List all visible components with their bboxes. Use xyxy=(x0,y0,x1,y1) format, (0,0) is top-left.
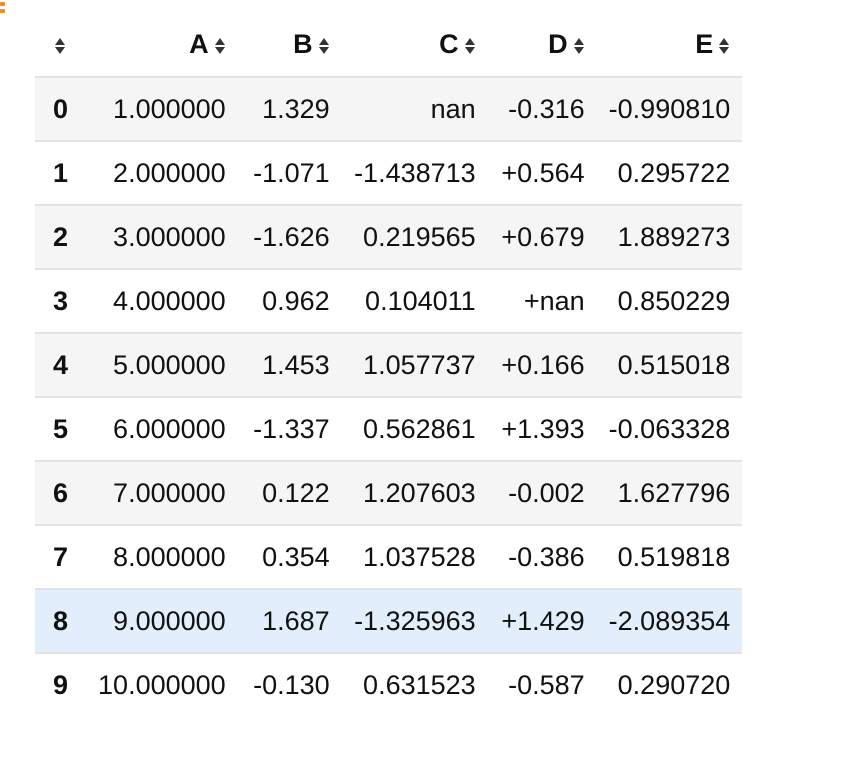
table-row-selected[interactable]: 8 9.000000 1.687 -1.325963 +1.429 -2.089… xyxy=(35,589,743,653)
cell-c: nan xyxy=(430,93,476,124)
cell-a: 9.000000 xyxy=(113,605,226,636)
sort-icon[interactable] xyxy=(318,37,330,55)
cell-e: 0.295722 xyxy=(617,157,731,188)
table-row[interactable]: 0 1.000000 1.329 nan -0.316 -0.990810 xyxy=(35,77,743,141)
cell-e: -0.063328 xyxy=(608,413,731,444)
row-index: 4 xyxy=(53,349,69,380)
table-row[interactable]: 7 8.000000 0.354 1.037528 -0.386 0.51981… xyxy=(35,525,743,589)
cell-e: 1.889273 xyxy=(617,221,731,252)
cell-a: 1.000000 xyxy=(113,93,226,124)
cell-b: -1.071 xyxy=(253,157,330,188)
corner-mark-icon xyxy=(0,0,6,16)
cell-b: 0.354 xyxy=(262,541,330,572)
cell-b: 1.687 xyxy=(262,605,330,636)
row-index: 1 xyxy=(53,157,69,188)
cell-b: 0.962 xyxy=(262,285,330,316)
sort-icon[interactable] xyxy=(573,37,585,55)
cell-c: -1.325963 xyxy=(354,605,476,636)
table-row[interactable]: 2 3.000000 -1.626 0.219565 +0.679 1.8892… xyxy=(35,205,743,269)
cell-e: 0.515018 xyxy=(617,349,731,380)
cell-c: 1.207603 xyxy=(363,477,476,508)
sort-icon[interactable] xyxy=(55,37,66,55)
row-index: 5 xyxy=(53,413,69,444)
row-index: 0 xyxy=(53,93,69,124)
cell-b: -1.337 xyxy=(253,413,330,444)
row-index: 2 xyxy=(53,221,69,252)
table-row[interactable]: 5 6.000000 -1.337 0.562861 +1.393 -0.063… xyxy=(35,397,743,461)
cell-e: 1.627796 xyxy=(617,477,731,508)
cell-e: 0.290720 xyxy=(617,670,731,700)
cell-a: 8.000000 xyxy=(113,541,226,572)
table-row[interactable]: 9 10.000000 -0.130 0.631523 -0.587 0.290… xyxy=(35,653,743,717)
cell-c: 0.631523 xyxy=(363,670,476,700)
column-header-label: D xyxy=(548,28,568,59)
cell-c: 0.219565 xyxy=(363,221,476,252)
cell-e: -2.089354 xyxy=(608,605,731,636)
cell-c: 0.562861 xyxy=(363,413,476,444)
cell-a: 6.000000 xyxy=(113,413,226,444)
sort-icon[interactable] xyxy=(464,37,476,55)
cell-a: 4.000000 xyxy=(113,285,226,316)
sort-icon[interactable] xyxy=(719,37,730,55)
column-header-b[interactable]: B xyxy=(237,12,342,78)
cell-b: -0.130 xyxy=(253,670,330,700)
cell-a: 2.000000 xyxy=(113,157,226,188)
cell-c: -1.438713 xyxy=(354,157,476,188)
cell-b: 1.453 xyxy=(262,349,330,380)
column-header-label: E xyxy=(695,28,714,59)
column-header-c[interactable]: C xyxy=(341,12,488,78)
cell-a: 3.000000 xyxy=(113,221,226,252)
cell-a: 5.000000 xyxy=(113,349,226,380)
cell-d: -0.386 xyxy=(508,541,585,572)
column-header-label: C xyxy=(439,28,459,59)
cell-d: +1.393 xyxy=(501,413,585,444)
table-row[interactable]: 1 2.000000 -1.071 -1.438713 +0.564 0.295… xyxy=(35,141,743,205)
cell-d: +0.679 xyxy=(501,221,585,252)
cell-e: 0.850229 xyxy=(617,285,731,316)
table-header: A B C D E xyxy=(35,12,743,78)
cell-d: +0.166 xyxy=(501,349,585,380)
header-row: A B C D E xyxy=(35,12,743,78)
cell-c: 1.057737 xyxy=(363,349,476,380)
column-header-a[interactable]: A xyxy=(86,12,238,78)
cell-b: 0.122 xyxy=(262,477,330,508)
sort-icon[interactable] xyxy=(214,37,226,55)
column-header-e[interactable]: E xyxy=(596,12,743,78)
cell-d: -0.587 xyxy=(508,670,585,700)
table-body: 0 1.000000 1.329 nan -0.316 -0.990810 1 … xyxy=(35,77,743,717)
cell-a: 7.000000 xyxy=(113,477,226,508)
cell-d: +1.429 xyxy=(501,605,585,636)
column-header-d[interactable]: D xyxy=(487,12,597,78)
cell-a: 10.000000 xyxy=(98,670,226,700)
cell-d: +nan xyxy=(523,285,585,316)
cell-d: +0.564 xyxy=(501,157,585,188)
row-index: 3 xyxy=(53,285,69,316)
row-index: 9 xyxy=(53,670,69,700)
cell-c: 1.037528 xyxy=(363,541,476,572)
column-header-label: B xyxy=(293,28,313,59)
cell-b: -1.626 xyxy=(253,221,330,252)
dataframe-table: A B C D E 0 1.000000 1.329 nan -0.316 -0… xyxy=(35,12,743,717)
row-index: 8 xyxy=(53,605,69,636)
cell-d: -0.002 xyxy=(508,477,585,508)
table-row[interactable]: 4 5.000000 1.453 1.057737 +0.166 0.51501… xyxy=(35,333,743,397)
row-index: 6 xyxy=(53,477,69,508)
cell-d: -0.316 xyxy=(508,93,585,124)
index-column-header[interactable] xyxy=(35,12,87,78)
row-index: 7 xyxy=(53,541,69,572)
table-row[interactable]: 6 7.000000 0.122 1.207603 -0.002 1.62779… xyxy=(35,461,743,525)
cell-e: -0.990810 xyxy=(608,93,731,124)
column-header-label: A xyxy=(189,28,209,59)
cell-c: 0.104011 xyxy=(365,285,476,316)
cell-b: 1.329 xyxy=(262,93,330,124)
table-row[interactable]: 3 4.000000 0.962 0.104011 +nan 0.850229 xyxy=(35,269,743,333)
cell-e: 0.519818 xyxy=(617,541,731,572)
